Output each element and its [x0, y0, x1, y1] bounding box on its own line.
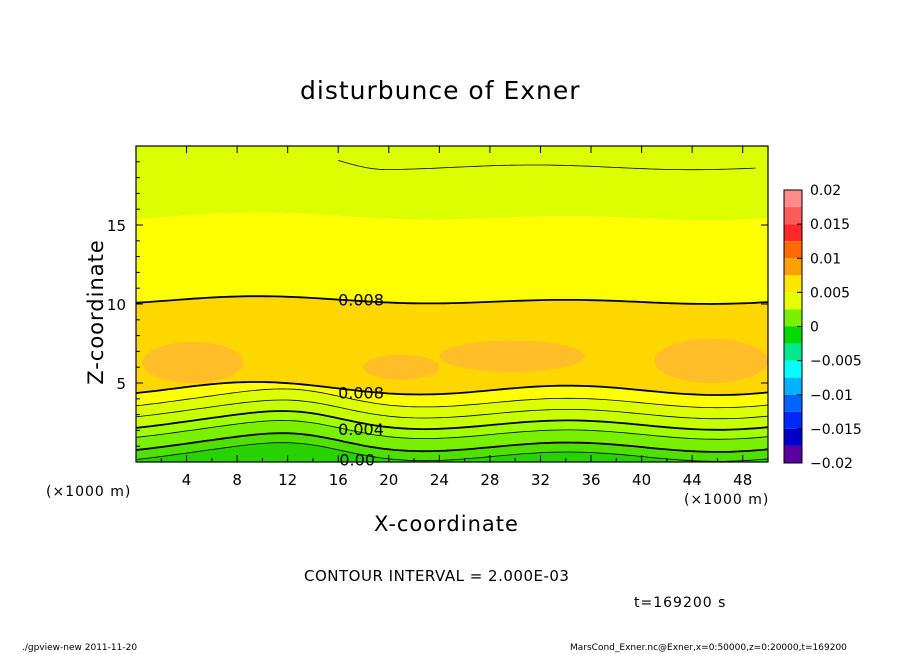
colorbar-label-1: 0.02 [810, 183, 841, 199]
maximum-region-1 [142, 341, 244, 383]
footer-file-info: MarsCond_Exner.nc@Exner,x=0:50000,z=0:20… [570, 643, 847, 653]
field-band-yellow-green [136, 400, 768, 430]
colorbar-label-3: 0.01 [810, 251, 841, 267]
x-tick-label-44: 44 [683, 471, 702, 489]
x-tick-label-48: 48 [733, 471, 752, 489]
colorbar-label-8: −0.015 [810, 422, 862, 438]
contour-label-3: 0.004 [338, 420, 384, 439]
y-tick-label-5: 5 [116, 375, 126, 393]
time-label: t=169200 s [634, 595, 727, 611]
x-axis-label: X-coordinate [374, 512, 519, 536]
contour-line-5 [136, 410, 768, 431]
contour-line-7 [136, 432, 768, 453]
y-tick-label-15: 15 [107, 217, 126, 235]
contour-line-6 [136, 420, 768, 440]
maximum-region-4 [654, 338, 768, 383]
contour-label-4: 0.00 [339, 451, 375, 470]
maximum-region-2 [363, 354, 440, 380]
contour-line-upper [338, 160, 756, 171]
x-tick-label-36: 36 [581, 471, 600, 489]
colorbar-band-4 [784, 241, 802, 259]
x-tick-label-20: 20 [379, 471, 398, 489]
x-tick-label-32: 32 [531, 471, 550, 489]
colorbar-label-6: −0.005 [810, 354, 862, 370]
x-tick-label-4: 4 [182, 471, 192, 489]
colorbar-band-12 [784, 377, 802, 395]
field-band-bottom-green [136, 442, 768, 462]
contour-lines [136, 160, 768, 462]
colorbar-label-5: 0 [810, 320, 819, 336]
field-band-green-deep [136, 433, 768, 462]
contour-field [136, 146, 768, 462]
colorbar-band-11 [784, 360, 802, 378]
colorbar-band-14 [784, 411, 802, 429]
x-axis-units: (×1000 m) [684, 492, 770, 508]
colorbar-label-4: 0.005 [810, 285, 850, 301]
x-tick-label-8: 8 [232, 471, 242, 489]
y-axis-ticks: 5 10 15 [107, 161, 768, 447]
field-band-top-band [136, 146, 768, 221]
colorbar-band-8 [784, 309, 802, 327]
contour-label-2: 0.008 [338, 383, 384, 402]
x-tick-label-40: 40 [632, 471, 651, 489]
contour-line-2 [136, 381, 768, 396]
colorbar-band-6 [784, 275, 802, 293]
field-band-upper-yellow [136, 212, 768, 304]
x-axis-ticks: 4 8 12 16 20 24 28 32 36 40 44 48 [160, 146, 752, 489]
colorbar-band-3 [784, 224, 802, 242]
field-band-lower-yellow [136, 382, 768, 408]
colorbar-label-9: −0.02 [810, 456, 853, 472]
y-tick-label-10: 10 [107, 296, 126, 314]
colorbar-band-5 [784, 258, 802, 276]
colorbar-label-7: −0.01 [810, 388, 853, 404]
colorbar-band-2 [784, 207, 802, 225]
contour-line-1 [136, 295, 768, 305]
colorbar-band-9 [784, 326, 802, 344]
colorbar: 0.02 0.015 0.01 0.005 0 −0.005 −0.01 −0.015 −0.0… [783, 183, 862, 472]
colorbar-band-15 [784, 428, 802, 446]
colorbar-band-7 [784, 292, 802, 310]
field-band-core-gold [136, 296, 768, 395]
field-band-lower-yellow-green [136, 388, 768, 419]
y-axis-label: Z-coordinate [84, 239, 108, 385]
contour-line-3 [136, 388, 768, 409]
contour-labels: 0.008 0.008 0.004 0.00 [338, 290, 384, 470]
field-band-light-green [136, 411, 768, 440]
contour-label-1: 0.008 [338, 290, 384, 309]
colorbar-band-16 [784, 445, 802, 463]
colorbar-band-13 [784, 394, 802, 412]
colorbar-label-2: 0.015 [810, 217, 850, 233]
colorbar-band-1 [784, 190, 802, 208]
contour-line-4 [136, 399, 768, 420]
contour-interval-label: CONTOUR INTERVAL = 2.000E-03 [304, 567, 570, 585]
contour-line-8 [136, 442, 768, 462]
x-tick-label-28: 28 [480, 471, 499, 489]
x-tick-label-12: 12 [278, 471, 297, 489]
chart-title: disturbunce of Exner [300, 76, 581, 105]
y-axis-units: (×1000 m) [46, 484, 132, 500]
footer-command: ./gpview-new 2011-11-20 [22, 643, 138, 653]
maximum-region-3 [439, 340, 585, 372]
x-tick-label-16: 16 [329, 471, 348, 489]
colorbar-band-10 [784, 343, 802, 361]
x-tick-label-24: 24 [430, 471, 449, 489]
